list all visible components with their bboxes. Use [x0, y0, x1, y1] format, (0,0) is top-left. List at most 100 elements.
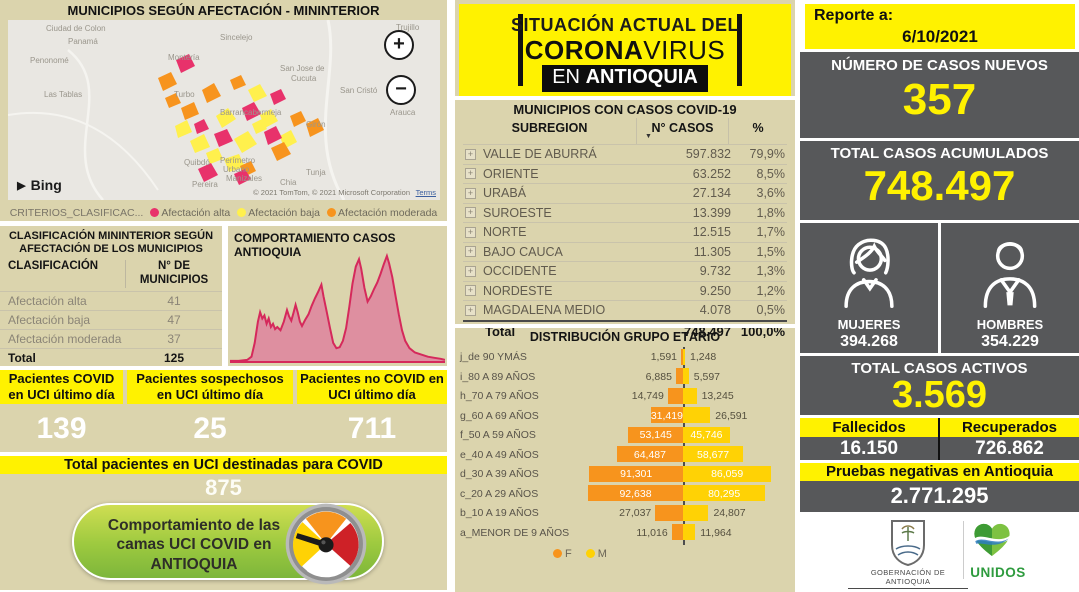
women-value: 394.268: [840, 333, 898, 350]
cases-sort-header[interactable]: N° CASOS ▼: [637, 118, 729, 144]
map-copyright: © 2021 TomTom, © 2021 Microsoft Corporat…: [253, 188, 410, 197]
affectation-cluster-baja: [175, 84, 297, 172]
sort-desc-icon: ▼: [645, 133, 652, 140]
logo-divider: [963, 521, 964, 579]
value-female: 53,145: [639, 429, 672, 441]
bar-female: [667, 387, 683, 404]
gauge-icon: [285, 503, 367, 585]
map-place-label: Barrancabermeja: [220, 108, 282, 117]
value-male: 1,248: [690, 351, 717, 363]
value-female: 27,037: [619, 507, 652, 519]
expand-icon[interactable]: +: [465, 148, 476, 160]
municipios-row: + NORTE 12.515 1,7%: [463, 222, 787, 242]
pyramid-row: g_60 A 69 AÑOS 31,419 26,591: [455, 406, 795, 426]
expand-icon[interactable]: +: [465, 285, 476, 297]
legend-f-dot: [553, 549, 563, 558]
legend-title: CRITERIOS_CLASIFICAC...: [9, 207, 144, 219]
center-panel: SITUACIÓN ACTUAL DEL CORONAVIRUS EN ANTI…: [455, 0, 795, 592]
map-place-label: Montería: [168, 53, 200, 62]
map-place-label: Manizales: [226, 174, 263, 183]
cases-area-chart: [230, 252, 445, 363]
active-cases-value: 3.569: [891, 374, 988, 416]
bar-male: [683, 387, 697, 404]
expand-icon[interactable]: +: [465, 226, 476, 238]
bar-female: [655, 504, 683, 521]
pyramid-row: e_40 A 49 AÑOS 64,487 58,677: [455, 445, 795, 465]
divider: [938, 437, 940, 460]
map-terms-link[interactable]: Terms: [415, 188, 436, 197]
municipios-row: + MAGDALENA MEDIO 4.078 0,5%: [463, 300, 787, 320]
gobernacion-label: GOBERNACIÓN DE ANTIOQUIA: [848, 568, 968, 589]
right-panel: Reporte a: 6/10/2021 NÚMERO DE CASOS NUE…: [800, 0, 1079, 592]
municipios-row: + NORDESTE 9.250 1,2%: [463, 280, 787, 301]
banner-region: EN ANTIOQUIA: [459, 65, 791, 92]
expand-icon[interactable]: +: [465, 168, 476, 180]
municipios-row: + ORIENTE 63.252 8,5%: [463, 163, 787, 184]
municipios-row: + OCCIDENTE 9.732 1,3%: [463, 261, 787, 281]
total-cases-value: 748.497: [863, 162, 1016, 209]
legend-m-dot: [585, 549, 595, 558]
bar-male: [683, 426, 730, 443]
active-cases-box: TOTAL CASOS ACTIVOS 3.569: [800, 356, 1079, 416]
uci-beds-report-button[interactable]: Comportamiento de las camas UCI COVID en…: [72, 503, 384, 585]
map-place-label: Ciudad de Colon: [46, 24, 106, 33]
pyramid-row: f_50 A 59 AÑOS 53,145 45,746: [455, 425, 795, 445]
age-group-label: a_MENOR DE 9 AÑOS: [460, 526, 570, 539]
expand-icon[interactable]: +: [465, 304, 476, 316]
legend-dot-icon: [150, 208, 160, 217]
municipios-table: SUBREGION N° CASOS ▼ % + VALLE DE ABURRÁ 59…: [463, 118, 787, 342]
map-legend: CRITERIOS_CLASIFICAC... Afectación alta A…: [0, 205, 447, 221]
uci-total-label: Total pacientes en UCI destinadas para C…: [0, 456, 447, 474]
value-female: 92,638: [619, 487, 652, 500]
pyramid-legend: F M: [455, 548, 795, 560]
uci-stat-value: 711: [347, 412, 397, 445]
banner-bar-right: [737, 14, 742, 86]
age-pyramid-chart: j_de 90 YMÁS 1,591 1,248 i_80 A 89 AÑOS 6,88…: [455, 347, 795, 545]
affectation-cluster-moderada: [158, 72, 324, 177]
bar-female: [628, 426, 683, 443]
woman-icon: [844, 238, 894, 308]
man-icon: [983, 241, 1037, 308]
expand-icon[interactable]: +: [465, 187, 476, 199]
value-female: 6,885: [645, 370, 672, 383]
classification-panel: CLASIFICACIÓN MININTERIOR SEGÚN AFECTACI…: [0, 226, 222, 366]
bar-female: [671, 524, 683, 540]
map-zoom-out-button[interactable]: −: [386, 75, 416, 105]
coronavirus-banner: SITUACIÓN ACTUAL DEL CORONAVIRUS EN ANTI…: [459, 4, 791, 96]
uci-stat-box: Pacientes COVID en UCI último día 139: [0, 370, 123, 452]
age-group-label: h_70 A 79 AÑOS: [460, 390, 539, 402]
pyramid-row: d_30 A 39 AÑOS 91,301 86,059: [455, 464, 795, 484]
map-place-label: Cucuta: [291, 74, 317, 83]
deaths-recovered-values: 16.150 726.862: [800, 437, 1079, 460]
report-date: 6/10/2021: [902, 27, 978, 46]
behavior-chart-panel: COMPORTAMIENTO CASOS ANTIOQUIA: [228, 226, 447, 366]
bar-male: [683, 485, 766, 501]
age-group-label: b_10 A 19 AÑOS: [460, 507, 539, 519]
value-male: 13,245: [701, 390, 734, 402]
active-cases-label: TOTAL CASOS ACTIVOS: [851, 360, 1028, 377]
classification-row: Afectación moderada 37: [0, 328, 222, 348]
new-cases-label: NÚMERO DE CASOS NUEVOS: [831, 57, 1048, 74]
expand-icon[interactable]: +: [465, 265, 476, 277]
legend-item: Afectación baja: [237, 207, 320, 219]
left-panel: MUNICIPIOS SEGÚN AFECTACIÓN - MININTERIO…: [0, 0, 447, 590]
affectation-map[interactable]: Ciudad de Colon Panamá Penonomé Las Tablas M…: [8, 20, 440, 200]
negative-tests-value: 2.771.295: [800, 481, 1079, 512]
deaths-recovered-header: Fallecidos Recuperados: [800, 418, 1079, 437]
legend-dot-icon: [237, 208, 247, 217]
expand-icon[interactable]: +: [465, 207, 476, 219]
new-cases-value: 357: [902, 75, 977, 124]
uci-stat-label: Pacientes no COVID en UCI último día: [297, 370, 447, 404]
gobernacion-crest-icon: [891, 520, 925, 567]
uci-stat-value: 139: [36, 412, 87, 445]
expand-icon[interactable]: +: [465, 246, 476, 258]
new-cases-box: NÚMERO DE CASOS NUEVOS 357: [800, 52, 1079, 138]
value-male: 86,059: [711, 468, 744, 480]
map-canvas: [8, 20, 440, 200]
bing-logo[interactable]: ▶ Bing: [17, 177, 62, 193]
map-place-label: Sincelejo: [220, 33, 253, 42]
map-zoom-in-button[interactable]: +: [384, 30, 414, 60]
value-male: 5,597: [693, 370, 721, 383]
map-place-label: Arauca: [390, 108, 416, 117]
uci-beds-report-label: Comportamiento de las camas UCI COVID en…: [107, 517, 281, 573]
